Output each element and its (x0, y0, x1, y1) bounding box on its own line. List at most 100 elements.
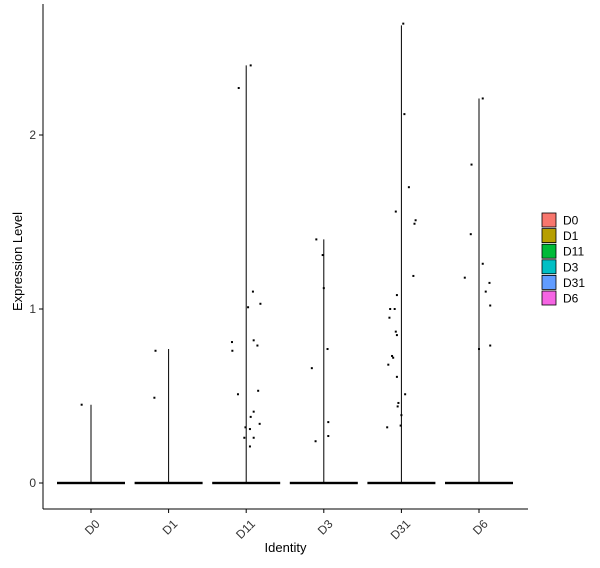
data-point (488, 281, 491, 284)
legend-label: D6 (563, 292, 579, 306)
data-point (248, 428, 251, 431)
legend-key (541, 212, 557, 228)
legend-label: D31 (563, 276, 585, 290)
data-point (389, 308, 392, 310)
data-point (413, 222, 416, 225)
data-point (259, 302, 262, 305)
data-point (257, 389, 260, 392)
legend-key (541, 274, 557, 290)
data-point (395, 294, 398, 297)
violin-d3 (289, 239, 358, 485)
data-point (388, 316, 391, 319)
violin-d6 (445, 98, 513, 485)
data-point (391, 354, 394, 357)
legend-item-d11: D11 (541, 243, 584, 259)
x-axis-ticks: D0 D1 D11 D3 D31 D6 (82, 509, 491, 542)
data-point (407, 186, 410, 189)
legend-item-d1: D1 (541, 228, 579, 244)
y-axis-title: Expression Level (10, 212, 25, 311)
legend-label: D3 (563, 260, 579, 274)
data-point (481, 262, 484, 265)
violin-d11 (212, 65, 281, 485)
data-point (396, 405, 399, 408)
data-point (252, 410, 255, 413)
data-point (403, 113, 406, 116)
data-point (402, 22, 405, 25)
data-point (394, 210, 397, 213)
x-tick-label: D11 (233, 517, 258, 542)
data-point (481, 97, 484, 100)
y-tick-label: 2 (29, 128, 36, 142)
data-point (314, 440, 317, 443)
legend-key (541, 290, 557, 306)
violin-d0 (57, 404, 125, 485)
legend-item-d31: D31 (541, 274, 585, 290)
data-point (469, 233, 472, 236)
data-point (400, 414, 403, 417)
x-tick-label: D3 (315, 517, 336, 538)
data-point (244, 426, 247, 429)
data-point (470, 163, 473, 166)
data-point (310, 367, 313, 370)
data-point (249, 64, 252, 67)
data-point (327, 435, 330, 438)
data-point (489, 344, 492, 347)
x-tick-label: D0 (82, 517, 103, 538)
violin-d1 (134, 349, 203, 485)
data-point (412, 274, 415, 277)
legend-key (541, 228, 557, 244)
data-point (231, 349, 234, 352)
x-tick-label: D31 (388, 517, 414, 543)
legend-label: D1 (563, 229, 579, 243)
data-point (387, 363, 390, 366)
data-point (243, 436, 246, 439)
data-point (392, 356, 395, 359)
data-point (386, 426, 389, 429)
data-point (463, 276, 466, 279)
data-point (478, 348, 480, 351)
data-point (251, 290, 254, 293)
data-point (322, 287, 325, 290)
data-point (395, 375, 398, 378)
data-point (258, 422, 261, 425)
data-point (404, 393, 407, 396)
data-point (154, 349, 157, 352)
x-axis-title: Identity (265, 540, 307, 555)
data-point (393, 308, 396, 310)
data-point (237, 87, 240, 90)
x-tick-label: D6 (470, 517, 491, 538)
data-point (252, 339, 255, 342)
data-point (326, 348, 329, 351)
data-point (414, 219, 417, 222)
data-point (321, 254, 324, 257)
violin-d31 (367, 25, 436, 485)
data-point (397, 401, 400, 404)
legend-item-d6: D6 (541, 290, 579, 306)
data-point (399, 424, 402, 427)
data-point (327, 421, 330, 424)
legend-key (541, 259, 557, 275)
points-layer (80, 22, 492, 448)
data-point (395, 334, 398, 337)
data-point (484, 290, 487, 293)
legend-label: D0 (563, 214, 579, 228)
data-point (489, 304, 492, 307)
data-point (247, 306, 250, 309)
data-point (153, 396, 156, 399)
legend-item-d0: D0 (541, 212, 579, 228)
y-axis-ticks: 0 1 2 (29, 128, 43, 490)
data-point (252, 436, 255, 439)
data-point (256, 344, 259, 347)
x-tick-label: D1 (160, 517, 181, 538)
data-point (236, 393, 239, 396)
data-point (248, 445, 251, 448)
data-point (249, 415, 252, 418)
data-point (230, 341, 233, 344)
legend-key (541, 243, 557, 259)
y-tick-label: 1 (29, 302, 36, 316)
y-tick-label: 0 (29, 476, 36, 490)
legend-label: D11 (563, 245, 584, 259)
violins-layer (57, 25, 513, 485)
data-point (80, 403, 83, 406)
